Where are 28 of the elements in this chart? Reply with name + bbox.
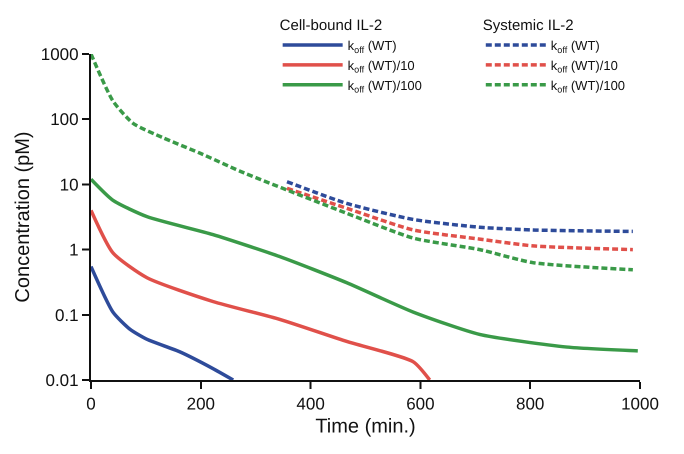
y-tick-label: 100 xyxy=(50,110,79,130)
y-tick-label: 1 xyxy=(69,240,79,260)
line-series xyxy=(91,177,640,353)
x-tick-label: 1000 xyxy=(621,394,659,414)
y-tick-label: 10 xyxy=(60,175,79,194)
legend-label: k$_{off}$ (WT) xyxy=(550,38,600,55)
x-tick-label: 0 xyxy=(86,394,96,414)
y-tick-label: 1000 xyxy=(40,44,79,64)
y-tick-label: 0.1 xyxy=(54,306,79,325)
y-axis-title: Concentration (pM) xyxy=(12,131,34,303)
y-tick-label: 0.01 xyxy=(46,370,79,390)
legend-label: k$_{off}$ (WT)/100 xyxy=(348,78,422,95)
x-axis-title: Time (min.) xyxy=(315,415,416,438)
x-tick-label: 800 xyxy=(516,394,544,414)
legend-label: k$_{off}$ (WT)/10 xyxy=(348,58,415,75)
x-tick-label: 600 xyxy=(406,394,435,414)
x-tick-label: 200 xyxy=(186,394,215,414)
line-series xyxy=(285,186,635,252)
line-series xyxy=(91,264,235,380)
legend-label: k$_{off}$ (WT)/100 xyxy=(550,78,626,95)
line-series xyxy=(91,54,635,272)
x-tick-label: 400 xyxy=(296,394,325,414)
legend-label: k$_{off}$ (WT) xyxy=(348,38,397,55)
line-series xyxy=(285,180,635,234)
line-series xyxy=(91,208,432,380)
text: Cell-bound IL-2 xyxy=(280,16,382,34)
text: Systemic IL-2 xyxy=(482,16,574,34)
legend-label: k$_{off}$ (WT)/10 xyxy=(550,58,618,75)
